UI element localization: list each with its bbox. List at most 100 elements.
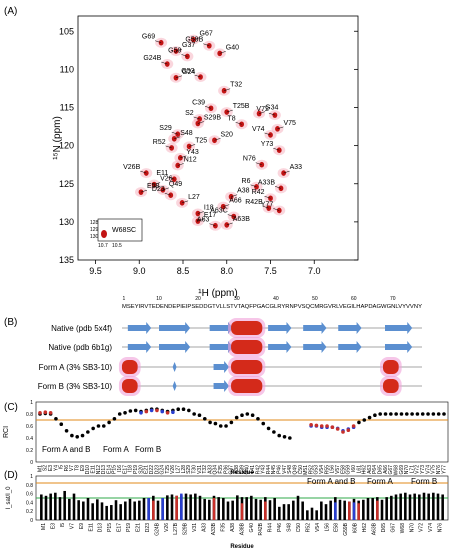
- residue-tick-label: G24B: [154, 522, 160, 535]
- intensity-bar: [91, 503, 94, 520]
- intensity-bar: [77, 500, 80, 520]
- inset-label: W68SC: [112, 227, 136, 234]
- peak-leader: [259, 111, 266, 114]
- residue-tick-label: P46: [277, 465, 283, 474]
- intensity-bar: [362, 499, 365, 520]
- legend-d-form-b: Form B: [411, 477, 437, 486]
- residue-tick-label: Y43: [261, 465, 267, 474]
- peak-leader: [177, 163, 184, 166]
- residue-tick-label: I60B: [353, 522, 359, 533]
- beta-strand-arrow: [268, 341, 292, 353]
- peak-leader: [140, 170, 147, 174]
- rci-point: [192, 412, 196, 416]
- rci-point: [70, 433, 74, 438]
- residue-tick-label: N45: [271, 465, 277, 474]
- residue-tick-label: E17: [117, 523, 123, 532]
- rci-point: [86, 430, 90, 434]
- residue-tick-label: L71: [409, 465, 415, 474]
- residue-tick-label: R44: [266, 465, 272, 474]
- intensity-bar: [436, 493, 440, 520]
- intensity-bar: [306, 510, 309, 520]
- y-tick-label: 135: [59, 255, 74, 265]
- residue-tick-label: S48: [287, 465, 293, 474]
- peak-label: T8: [227, 115, 235, 122]
- intensity-bar: [357, 503, 360, 520]
- rci-point: [272, 430, 276, 434]
- sequence-tick: 70: [390, 296, 396, 302]
- panel-a-xlabel: ¹H (ppm): [198, 288, 237, 299]
- residue-tick-label: S48: [287, 523, 293, 532]
- rci-point: [420, 412, 425, 416]
- residue-tick-label: H62: [362, 523, 368, 532]
- peak-label: G34: [265, 105, 278, 112]
- intensity-bar: [105, 505, 108, 520]
- peak-leader: [226, 222, 233, 226]
- peak-label: A63: [197, 217, 210, 224]
- row-label: Form A (3% SB3-10): [39, 363, 113, 372]
- peak-leader: [273, 147, 280, 151]
- residue-tick-label: V7: [69, 465, 75, 471]
- alpha-helix: [121, 379, 138, 393]
- peak-label: V72: [256, 106, 269, 113]
- intensity-bar: [138, 500, 141, 520]
- intensity-bar: [156, 500, 160, 520]
- residue-tick-label: P46: [277, 523, 283, 532]
- legend-form-ab: Form A and B: [42, 445, 90, 454]
- turn-marker: [172, 381, 177, 391]
- panel-c-plot-area: [35, 401, 449, 463]
- intensity-bar: [432, 492, 435, 520]
- residue-tick-label: A33: [207, 465, 213, 474]
- residue-tick-label: V72: [419, 523, 425, 532]
- rci-point: [165, 411, 170, 415]
- sequence-tick: 50: [312, 296, 318, 302]
- residue-tick-label: A63B: [372, 522, 378, 535]
- residue-tick-label: L27B: [173, 522, 179, 534]
- residue-tick-label: D65: [381, 523, 387, 532]
- peak-label: C39: [192, 99, 205, 106]
- beta-strand-arrow: [303, 322, 327, 334]
- residue-tick-label: T25: [165, 465, 171, 474]
- rci-point: [426, 412, 430, 416]
- rci-point: [431, 412, 436, 416]
- residue-tick-label: A38: [234, 465, 240, 474]
- residue-tick-label: I18: [128, 465, 134, 472]
- peak-label: G59B: [185, 37, 203, 44]
- intensity-bar: [124, 501, 127, 520]
- peak-label: I18: [204, 204, 214, 211]
- rci-point: [107, 420, 111, 425]
- y-tick-label: 125: [59, 179, 74, 189]
- row-label: Native (pdb 5x4f): [51, 324, 112, 333]
- y-tick-label: 110: [60, 64, 74, 74]
- intensity-bar: [390, 495, 393, 520]
- panel-d-ylabel: I_sat/I_0: [6, 486, 12, 510]
- inset-peak: [101, 230, 107, 238]
- inset-xtick: 10.7: [98, 243, 108, 249]
- rci-point: [367, 415, 372, 420]
- beta-strand-arrow: [209, 322, 234, 334]
- rci-point: [266, 426, 271, 431]
- peak-leader: [264, 132, 271, 136]
- panel-c-label: (C): [4, 402, 18, 413]
- residue-tick-label: V72: [415, 465, 421, 474]
- intensity-bar: [222, 498, 225, 520]
- residue-tick-label: R55: [324, 465, 330, 474]
- residue-tick-label: V75: [431, 465, 437, 474]
- rci-point: [59, 422, 64, 427]
- peak-leader: [262, 205, 269, 209]
- intensity-bar: [212, 498, 216, 520]
- residue-tick-label: R6: [64, 465, 70, 472]
- residue-tick-label: G67: [388, 465, 394, 475]
- intensity-bar: [399, 493, 402, 520]
- residue-tick-label: A38: [230, 523, 236, 532]
- rci-point: [410, 412, 414, 416]
- peak-label: Q49: [169, 181, 182, 188]
- residue-tick-label: L56: [324, 523, 330, 532]
- panel-c-xlabel: Residue: [230, 470, 254, 476]
- inset-ytick: 128: [90, 220, 99, 226]
- row-label: Form B (3% SB3-10): [38, 382, 113, 391]
- peak-label: A33: [290, 164, 303, 171]
- residue-tick-label: N76: [436, 465, 442, 474]
- residue-tick-label: P19: [133, 465, 139, 474]
- peak-label: L27: [188, 194, 200, 201]
- legend-d-form-a: Form A: [367, 477, 393, 486]
